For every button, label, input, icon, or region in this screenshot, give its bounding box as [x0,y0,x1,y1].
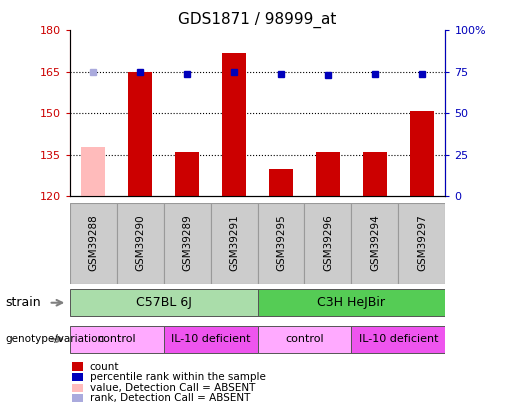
Text: GSM39291: GSM39291 [229,215,239,271]
Bar [399,202,445,284]
Bar [258,202,304,284]
Text: count: count [90,362,119,371]
Bar [352,326,445,353]
Bar [363,152,387,196]
Text: C3H HeJBir: C3H HeJBir [317,296,386,309]
Text: GSM39288: GSM39288 [88,215,98,271]
Bar [70,202,116,284]
Text: value, Detection Call = ABSENT: value, Detection Call = ABSENT [90,383,255,392]
Bar [258,289,445,316]
Bar [410,111,434,196]
Text: control: control [285,334,324,344]
Bar [269,169,293,196]
Text: IL-10 deficient: IL-10 deficient [359,334,438,344]
Text: rank, Detection Call = ABSENT: rank, Detection Call = ABSENT [90,393,250,403]
Bar [258,326,352,353]
Bar [316,152,340,196]
Bar [116,202,164,284]
Title: GDS1871 / 98999_at: GDS1871 / 98999_at [178,11,337,28]
Text: GSM39296: GSM39296 [323,215,333,271]
Text: control: control [97,334,136,344]
Text: GSM39289: GSM39289 [182,215,192,271]
Bar [164,326,258,353]
Text: GSM39297: GSM39297 [417,215,427,271]
Text: C57BL 6J: C57BL 6J [135,296,192,309]
Bar [81,147,105,196]
Text: percentile rank within the sample: percentile rank within the sample [90,372,266,382]
Bar [70,289,258,316]
Text: IL-10 deficient: IL-10 deficient [171,334,250,344]
Bar [352,202,399,284]
Bar [304,202,352,284]
Bar [128,72,152,196]
Text: strain: strain [5,296,41,309]
Text: GSM39290: GSM39290 [135,215,145,271]
Bar [164,202,211,284]
Text: GSM39295: GSM39295 [276,215,286,271]
Bar [70,326,164,353]
Bar [222,53,246,196]
Bar [211,202,258,284]
Text: genotype/variation: genotype/variation [5,334,104,344]
Bar [175,152,199,196]
Text: GSM39294: GSM39294 [370,215,380,271]
